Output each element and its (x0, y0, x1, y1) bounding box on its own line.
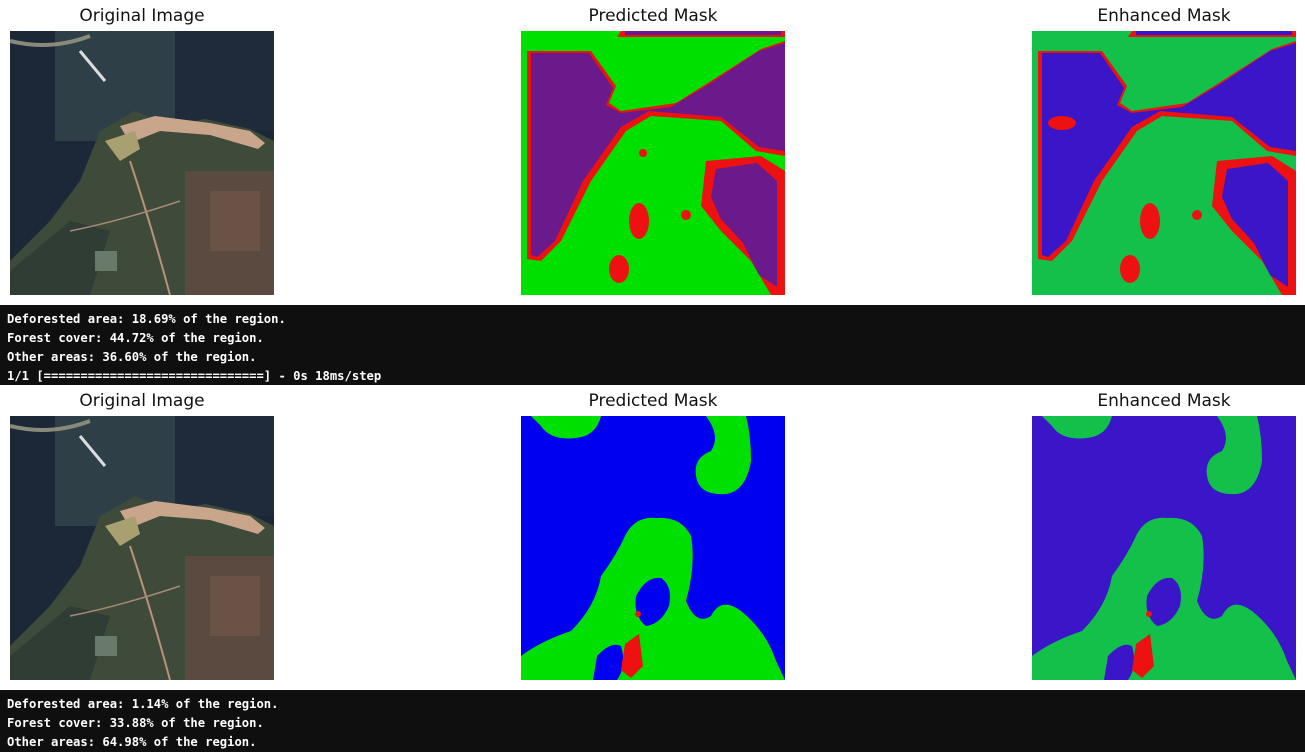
other-areas-line: Other areas: 64.98% of the region. (7, 735, 257, 749)
output-console-run-1: Deforested area: 18.69% of the region. F… (0, 305, 1305, 385)
progress-line: 1/1 [==============================] - 0… (7, 369, 382, 383)
forest-cover-line: Forest cover: 44.72% of the region. (7, 331, 264, 345)
deforested-area-line: Deforested area: 18.69% of the region. (7, 312, 286, 326)
figure-run-1: Original Image Predicted Mask Enhanced M… (0, 0, 1305, 305)
other-areas-line: Other areas: 36.60% of the region. (7, 350, 257, 364)
original-satellite-image (10, 416, 274, 680)
enhanced-mask-image (1032, 416, 1296, 680)
output-console-run-2: Deforested area: 1.14% of the region. Fo… (0, 690, 1305, 752)
figure-run-2: Original Image Predicted Mask Enhanced M… (0, 385, 1305, 690)
deforested-area-line: Deforested area: 1.14% of the region. (7, 697, 279, 711)
original-satellite-image (10, 31, 274, 295)
predicted-mask-title: Predicted Mask (588, 6, 718, 26)
original-image-title: Original Image (79, 391, 205, 411)
forest-cover-line: Forest cover: 33.88% of the region. (7, 716, 264, 730)
predicted-mask-image (521, 416, 785, 680)
original-image-title: Original Image (79, 6, 205, 26)
predicted-mask-image (521, 31, 785, 295)
predicted-mask-title: Predicted Mask (588, 391, 718, 411)
enhanced-mask-title: Enhanced Mask (1097, 391, 1231, 411)
enhanced-mask-title: Enhanced Mask (1097, 6, 1231, 26)
enhanced-mask-image (1032, 31, 1296, 295)
